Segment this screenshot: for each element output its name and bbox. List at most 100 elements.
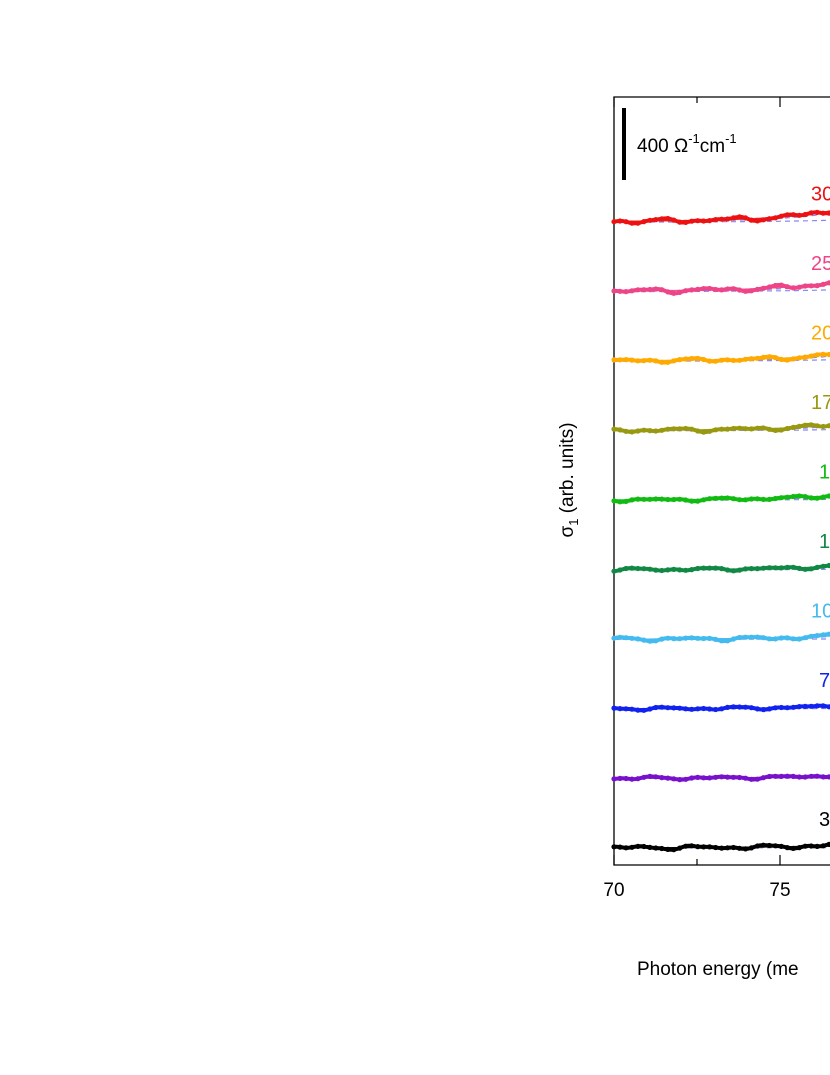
data-point bbox=[796, 212, 802, 218]
data-point bbox=[635, 707, 641, 713]
data-point bbox=[748, 705, 755, 711]
data-point bbox=[724, 845, 731, 851]
data-point bbox=[724, 286, 731, 292]
data-point bbox=[796, 355, 802, 361]
data-point bbox=[635, 843, 641, 850]
data-point bbox=[653, 638, 659, 644]
data-point bbox=[635, 220, 641, 226]
data-point bbox=[724, 426, 731, 432]
data-point bbox=[784, 212, 790, 218]
data-point bbox=[778, 282, 784, 288]
data-point bbox=[647, 428, 653, 434]
data-point bbox=[659, 216, 665, 222]
data-point bbox=[826, 704, 830, 710]
temperature-label: 7 bbox=[819, 670, 830, 692]
data-point bbox=[719, 216, 725, 222]
data-point bbox=[784, 705, 790, 711]
data-point bbox=[754, 776, 761, 782]
data-point bbox=[707, 285, 713, 292]
data-point bbox=[683, 567, 689, 573]
data-point bbox=[814, 209, 820, 215]
data-point bbox=[796, 284, 802, 290]
data-point bbox=[623, 289, 629, 295]
data-point bbox=[802, 283, 808, 289]
data-point bbox=[742, 846, 749, 852]
data-point bbox=[611, 219, 617, 225]
data-point bbox=[802, 422, 808, 428]
data-point bbox=[814, 703, 820, 709]
total-fit bbox=[614, 494, 830, 501]
data-point bbox=[760, 565, 767, 571]
data-point bbox=[772, 495, 779, 502]
data-point bbox=[778, 495, 784, 501]
data-point bbox=[736, 567, 743, 573]
data-point bbox=[772, 282, 779, 289]
data-point bbox=[647, 706, 653, 712]
data-point bbox=[629, 429, 635, 435]
data-point bbox=[647, 844, 653, 851]
data-point bbox=[665, 496, 671, 503]
data-point bbox=[677, 219, 683, 225]
temperature-label: 30 bbox=[811, 184, 830, 206]
data-point bbox=[665, 359, 671, 365]
data-point bbox=[802, 774, 808, 780]
data-point bbox=[695, 498, 701, 504]
data-point bbox=[653, 217, 659, 223]
data-point bbox=[766, 636, 773, 642]
data-point bbox=[647, 638, 653, 644]
data-point bbox=[671, 636, 677, 642]
data-point bbox=[808, 843, 814, 849]
component-fit-1 bbox=[614, 775, 830, 779]
data-point bbox=[623, 219, 629, 225]
data-point bbox=[724, 774, 731, 780]
data-point bbox=[647, 217, 653, 223]
data-point bbox=[641, 707, 647, 713]
data-point bbox=[701, 775, 707, 781]
data-point bbox=[748, 776, 755, 782]
data-point bbox=[689, 287, 695, 293]
data-point bbox=[742, 497, 749, 503]
data-point bbox=[647, 496, 653, 502]
data-point bbox=[629, 565, 635, 571]
plot-border bbox=[613, 96, 830, 866]
data-point bbox=[611, 357, 617, 363]
data-point bbox=[611, 844, 617, 850]
data-point bbox=[689, 426, 695, 432]
data-point bbox=[796, 845, 802, 851]
data-point bbox=[653, 496, 659, 502]
data-point bbox=[641, 843, 647, 850]
data-point bbox=[683, 843, 689, 849]
data-point bbox=[826, 210, 830, 216]
data-point bbox=[814, 283, 820, 289]
data-point bbox=[689, 498, 695, 504]
data-point bbox=[677, 777, 683, 783]
data-point bbox=[665, 775, 671, 781]
data-point bbox=[677, 636, 683, 642]
data-point bbox=[766, 354, 773, 360]
data-point bbox=[671, 358, 677, 364]
data-point bbox=[701, 844, 707, 850]
data-point bbox=[713, 706, 719, 713]
data-point bbox=[623, 565, 629, 572]
data-point bbox=[748, 217, 755, 223]
data-point bbox=[695, 218, 701, 224]
data-point bbox=[653, 774, 659, 780]
data-point bbox=[653, 567, 659, 573]
data-point bbox=[683, 635, 689, 641]
data-point bbox=[707, 496, 713, 502]
data-point bbox=[677, 357, 683, 363]
data-point bbox=[683, 776, 689, 782]
data-point bbox=[707, 218, 713, 224]
data-point bbox=[784, 284, 790, 290]
data-point bbox=[647, 286, 653, 293]
data-point bbox=[665, 846, 671, 853]
data-point bbox=[760, 354, 767, 360]
data-point bbox=[748, 288, 755, 294]
data-point bbox=[719, 638, 725, 644]
x-tick-label: 70 bbox=[603, 880, 624, 901]
data-point bbox=[814, 633, 820, 639]
data-point bbox=[629, 288, 635, 294]
data-point bbox=[754, 496, 761, 502]
data-point bbox=[790, 285, 796, 291]
